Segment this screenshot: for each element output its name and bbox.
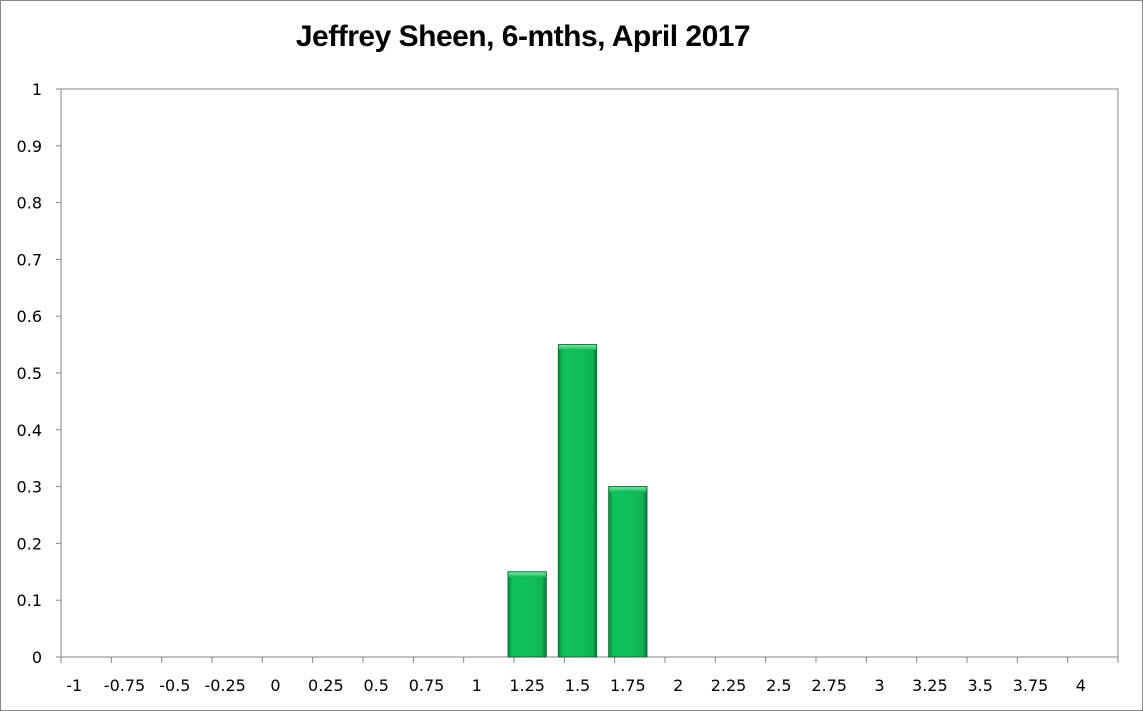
bar-body <box>608 486 648 658</box>
x-tick-label: -0.5 <box>159 676 190 695</box>
bar-highlight <box>609 487 647 493</box>
y-tick-label: 0.5 <box>17 364 42 383</box>
y-tick-label: 0.1 <box>17 591 42 610</box>
y-tick-label: 0.2 <box>17 534 42 553</box>
x-tick-label: -0.25 <box>204 676 245 695</box>
x-tick-label: 1.25 <box>509 676 545 695</box>
x-tick-label: 1 <box>472 676 482 695</box>
bar <box>608 486 648 658</box>
bars <box>507 344 648 658</box>
bar-body <box>557 344 598 658</box>
bar-body <box>507 571 547 658</box>
y-axis: 0 0.1 0.2 0.3 0.4 0.5 0.6 0.7 0.8 0.9 1 <box>17 80 61 667</box>
y-tick-label: 0.7 <box>17 250 42 269</box>
y-tick-label: 0 <box>32 648 42 667</box>
chart-title: Jeffrey Sheen, 6-mths, April 2017 <box>295 20 751 53</box>
y-tick-label: 1 <box>32 80 42 99</box>
x-tick-label: 0.75 <box>409 676 445 695</box>
x-tick-label: -0.75 <box>104 676 145 695</box>
x-axis: -1 -0.75 -0.5 -0.25 0 0.25 0.5 0.75 1 1.25 1.5 1.75… <box>60 657 1119 695</box>
x-tick-label: -1 <box>66 676 82 695</box>
bar-highlight <box>558 345 597 351</box>
x-tick-label: 2 <box>673 676 683 695</box>
y-tick-label: 0.6 <box>17 307 42 326</box>
x-tick-label: 0.25 <box>308 676 344 695</box>
x-tick-label: 0.5 <box>363 676 388 695</box>
x-tick-label: 0 <box>270 676 280 695</box>
y-tick-label: 0.3 <box>17 478 42 497</box>
y-tick-label: 0.9 <box>17 137 42 156</box>
x-tick-label: 3 <box>874 676 884 695</box>
y-tick-label: 0.4 <box>17 421 42 440</box>
x-tick-label: 3.75 <box>1013 676 1049 695</box>
x-tick-label: 2.5 <box>766 676 791 695</box>
x-tick-label: 4 <box>1076 676 1086 695</box>
x-tick-label: 1.5 <box>565 676 590 695</box>
x-tick-label: 2.75 <box>811 676 847 695</box>
x-tick-label: 3.5 <box>967 676 992 695</box>
bar <box>557 344 598 658</box>
x-tick-label: 3.25 <box>912 676 948 695</box>
y-tick-label: 0.8 <box>17 194 42 213</box>
x-tick-label: 1.75 <box>610 676 646 695</box>
x-tick-label: 2.25 <box>711 676 747 695</box>
bar-highlight <box>508 572 546 578</box>
bar <box>507 571 547 658</box>
